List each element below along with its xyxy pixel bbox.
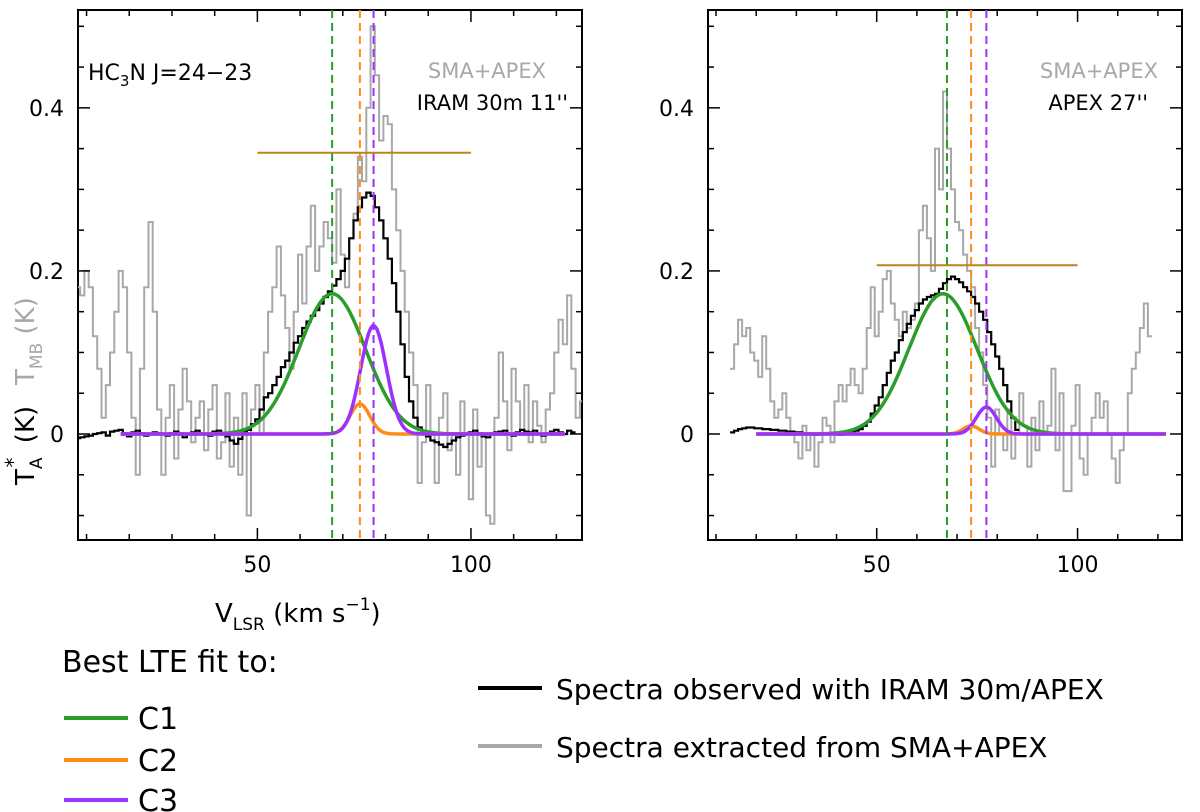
left-y-axis-label-tmb: TMB (K) [11, 297, 47, 386]
left-y-axis-label-ta: TA* (K) [1, 406, 47, 486]
fit-legend: Best LTE fit to: C1 C2 C3 [62, 645, 278, 812]
left-ytick-label: 0 [50, 423, 64, 448]
left-clipped-plot [78, 25, 582, 525]
spectra-legend: Spectra observed with IRAM 30m/APEX Spec… [478, 673, 1104, 764]
right-xtick-label: 50 [863, 553, 891, 578]
right-xtick-label: 100 [1057, 553, 1099, 578]
left-fit-c3 [120, 323, 565, 436]
left-xtick-label: 100 [450, 553, 492, 578]
right-ytick-label: 0.2 [659, 260, 694, 285]
left-iram-annotation: IRAM 30m 11'' [417, 91, 568, 115]
left-ytick-label: 0.2 [29, 260, 64, 285]
left-ytick-label: 0.4 [29, 97, 64, 122]
left-sma-apex-annotation: SMA+APEX [428, 59, 546, 83]
legend-extracted-label: Spectra extracted from SMA+APEX [556, 731, 1047, 764]
left-xtick-label: 50 [243, 553, 271, 578]
right-sma-apex-spectrum [730, 90, 1152, 493]
left-plot-frame [77, 9, 583, 541]
right-apex-annotation: APEX 27'' [1048, 91, 1148, 115]
legend-observed-label: Spectra observed with IRAM 30m/APEX [556, 673, 1104, 706]
left-observed-spectrum [78, 191, 576, 449]
left-x-axis-label: VLSR (km s−1) [215, 595, 381, 635]
right-ytick-label: 0.4 [659, 97, 694, 122]
right-sma-apex-annotation: SMA+APEX [1040, 59, 1158, 83]
fit-legend-title: Best LTE fit to: [62, 645, 278, 680]
right-observed-spectrum [730, 275, 1020, 436]
right-fit-c3 [756, 405, 1166, 436]
legend-c1-label: C1 [138, 702, 178, 737]
right-clipped-plot [730, 90, 1166, 493]
left-spectrum-panel: 50 100 0 0.2 0.4 HC3N J=24−23 SMA+APEX IRAM … [1, 9, 583, 635]
left-molecule-label: HC3N J=24−23 [88, 61, 252, 90]
left-plot-content: 50 100 0 0.2 0.4 [29, 10, 582, 578]
legend-c3-label: C3 [138, 784, 178, 812]
right-spectrum-panel: 50 100 0 0.2 0.4 SMA+APEX APEX 27'' [659, 9, 1183, 578]
right-ytick-label: 0 [680, 423, 694, 448]
legend-c2-label: C2 [138, 744, 178, 779]
right-plot-frame [707, 9, 1183, 541]
right-plot-content: 50 100 0 0.2 0.4 [659, 10, 1182, 578]
